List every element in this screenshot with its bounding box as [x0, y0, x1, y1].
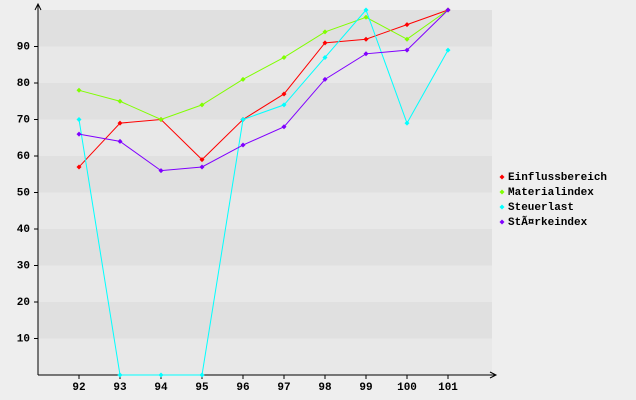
grid-band — [38, 46, 492, 83]
point — [117, 98, 123, 104]
point — [281, 102, 287, 108]
point — [240, 117, 246, 122]
legend-label: Einflussbereich — [508, 172, 607, 184]
point — [240, 142, 246, 148]
point — [76, 164, 82, 170]
x-tick-label: 93 — [113, 382, 127, 394]
legend-marker — [499, 219, 505, 225]
grid-band — [38, 192, 492, 229]
point — [76, 87, 82, 93]
x-tick-label: 92 — [72, 382, 85, 394]
legend-marker — [499, 189, 505, 195]
point — [322, 29, 328, 35]
point — [363, 36, 369, 42]
y-tick-label: 80 — [17, 78, 30, 90]
legend-marker — [499, 174, 505, 180]
y-tick-label: 20 — [17, 297, 30, 309]
y-tick-label: 50 — [17, 187, 30, 199]
point — [322, 40, 328, 46]
point — [158, 168, 164, 174]
point — [404, 36, 410, 42]
x-axis-arrow — [489, 371, 498, 379]
x-tick-label: 99 — [359, 382, 372, 394]
point — [363, 14, 369, 20]
series-line — [78, 9, 449, 121]
grid-band — [38, 338, 492, 375]
point — [281, 54, 287, 60]
point — [363, 51, 369, 57]
point — [158, 117, 164, 122]
point — [281, 91, 287, 97]
point — [117, 372, 123, 378]
y-tick-label: 60 — [17, 151, 30, 163]
point — [240, 76, 246, 82]
point — [322, 54, 328, 60]
point — [445, 7, 451, 13]
grid-band — [38, 265, 492, 302]
series-line — [78, 9, 449, 376]
point — [117, 120, 123, 126]
point — [404, 22, 410, 28]
grid-band — [38, 156, 492, 193]
grid-band — [38, 10, 492, 47]
x-tick-label: 94 — [154, 382, 168, 394]
grid-band — [38, 119, 492, 156]
grid-band — [38, 229, 492, 266]
x-tick-label: 96 — [236, 382, 249, 394]
x-tick-label: 101 — [438, 382, 458, 394]
point — [199, 102, 205, 108]
point — [281, 124, 287, 130]
y-axis-arrow — [34, 2, 42, 11]
grid-band — [38, 83, 492, 120]
legend-label: StÃ¤rkeindex — [508, 215, 588, 229]
y-tick-label: 40 — [17, 224, 30, 236]
y-tick-label: 30 — [17, 260, 30, 272]
point — [404, 120, 410, 126]
x-tick-label: 98 — [318, 382, 332, 394]
point — [199, 157, 205, 163]
point — [76, 117, 82, 122]
y-tick-label: 90 — [17, 41, 30, 53]
legend-marker — [499, 204, 505, 210]
y-tick-label: 10 — [17, 333, 30, 345]
legend-label: Steuerlast — [508, 202, 574, 214]
legend-label: Materialindex — [508, 187, 594, 199]
x-tick-label: 97 — [277, 382, 290, 394]
point — [199, 164, 205, 170]
series-line — [78, 9, 449, 172]
point — [445, 47, 451, 53]
point — [363, 7, 369, 13]
point — [404, 47, 410, 53]
point — [322, 76, 328, 82]
point — [158, 372, 164, 378]
x-tick-label: 95 — [195, 382, 209, 394]
point — [117, 138, 123, 144]
grid-band — [38, 302, 492, 339]
y-tick-label: 70 — [17, 114, 30, 126]
x-tick-label: 100 — [397, 382, 417, 394]
point — [199, 372, 205, 378]
series-line — [78, 9, 449, 168]
point — [76, 131, 82, 137]
